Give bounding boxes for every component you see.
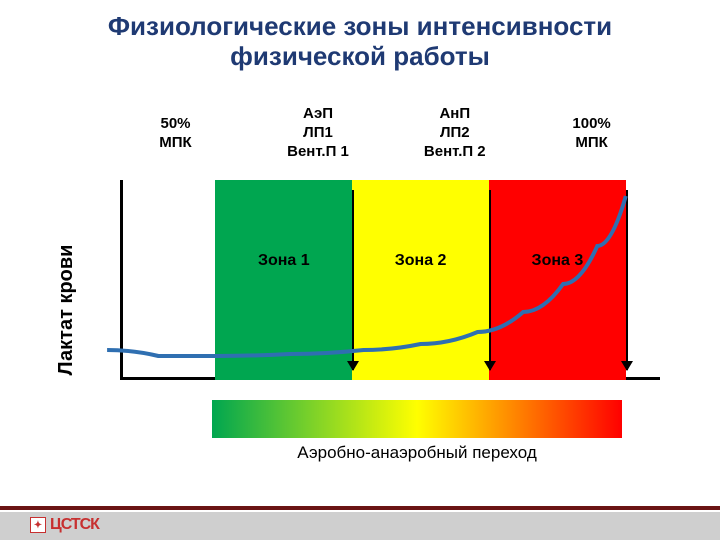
lactate-curve [90,180,660,380]
title-line-2: физической работы [20,42,700,72]
zone-label-2: Зона 3 [532,252,584,270]
top-label-1: АэПЛП1Вент.П 1 [287,105,349,161]
zone-label-0: Зона 1 [258,252,310,270]
top-label-3: 100%МПК [572,115,610,153]
plot-region: Зона 1 Зона 2 Зона 3 [90,180,660,380]
logo-emblem-icon: ✦ [30,517,46,533]
page-title: Физиологические зоны интенсивности физич… [0,0,720,80]
footer-bar [0,512,720,540]
zone-label-1: Зона 2 [395,252,447,270]
logo-text: ЦСТСК [50,516,99,534]
top-label-0: 50%МПК [159,115,191,153]
y-axis-label: Лактат крови [55,245,78,376]
gradient-caption: Аэробно-анаэробный переход [212,443,622,463]
lactate-curve-path [107,196,626,356]
top-labels: 50%МПК АэПЛП1Вент.П 1 АнПЛП2Вент.П 2 100… [90,105,660,175]
footer-divider [0,506,720,510]
title-line-1: Физиологические зоны интенсивности [20,12,700,42]
chart-area: 50%МПК АэПЛП1Вент.П 1 АнПЛП2Вент.П 2 100… [90,105,660,405]
footer-logo: ✦ ЦСТСК [30,516,99,534]
aerobic-anaerobic-gradient [212,400,622,438]
top-label-2: АнПЛП2Вент.П 2 [424,105,486,161]
